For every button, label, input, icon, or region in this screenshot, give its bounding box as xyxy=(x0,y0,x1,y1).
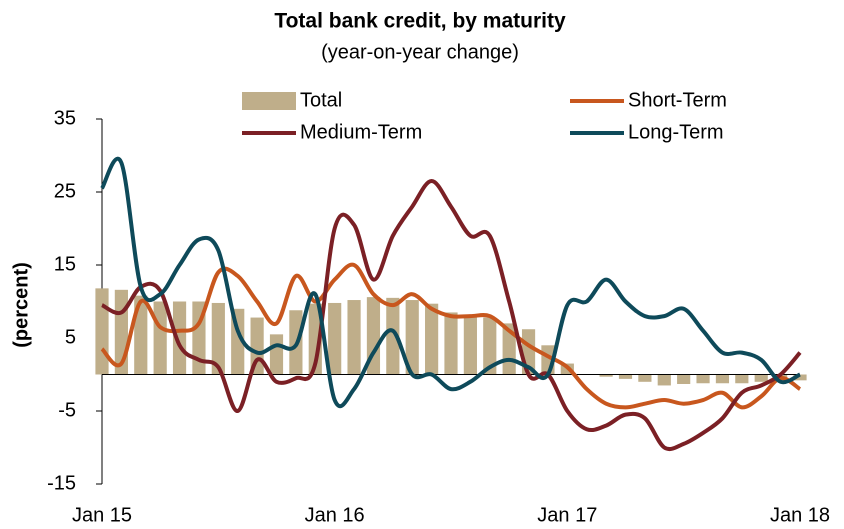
y-tick-label: -15 xyxy=(47,472,76,494)
bar xyxy=(211,302,225,375)
y-tick-label: -5 xyxy=(58,399,76,421)
bar xyxy=(95,288,109,375)
legend-label: Short-Term xyxy=(628,89,727,111)
legend-label: Total xyxy=(300,89,342,111)
bar xyxy=(735,374,749,384)
line xyxy=(100,262,802,410)
bar xyxy=(328,302,342,375)
x-tick-label: Jan 17 xyxy=(537,504,597,526)
bar xyxy=(618,374,633,379)
bar xyxy=(677,374,691,384)
bar xyxy=(483,317,497,375)
chart-title: Total bank credit, by maturity xyxy=(274,10,566,33)
bar xyxy=(599,374,613,377)
bar xyxy=(386,297,400,375)
line xyxy=(100,157,801,409)
bar xyxy=(269,334,284,375)
y-axis-label: (percent) xyxy=(10,262,32,348)
y-tick-label: 5 xyxy=(65,326,76,348)
legend-swatch xyxy=(242,92,296,110)
x-tick-label: Jan 18 xyxy=(770,504,830,526)
chart-subtitle: (year-on-year change) xyxy=(321,41,519,63)
bar xyxy=(793,374,807,381)
y-tick-label: 35 xyxy=(54,107,76,129)
bar xyxy=(696,374,710,384)
bar xyxy=(444,312,458,375)
y-tick-label: 15 xyxy=(54,253,76,275)
bar xyxy=(638,374,652,382)
bar xyxy=(463,316,477,375)
x-tick-label: Jan 16 xyxy=(305,504,365,526)
x-tick-label: Jan 15 xyxy=(72,504,132,526)
bar xyxy=(715,374,730,384)
bar xyxy=(405,300,419,375)
bar xyxy=(754,374,768,382)
legend-label: Medium-Term xyxy=(300,121,422,143)
bar xyxy=(172,301,187,375)
y-tick-label: 25 xyxy=(54,180,76,202)
bar xyxy=(347,300,361,375)
bar xyxy=(134,295,148,375)
bar xyxy=(425,303,439,375)
bar xyxy=(153,301,167,375)
legend-label: Long-Term xyxy=(628,121,724,143)
bar xyxy=(657,374,671,386)
line xyxy=(101,179,802,452)
